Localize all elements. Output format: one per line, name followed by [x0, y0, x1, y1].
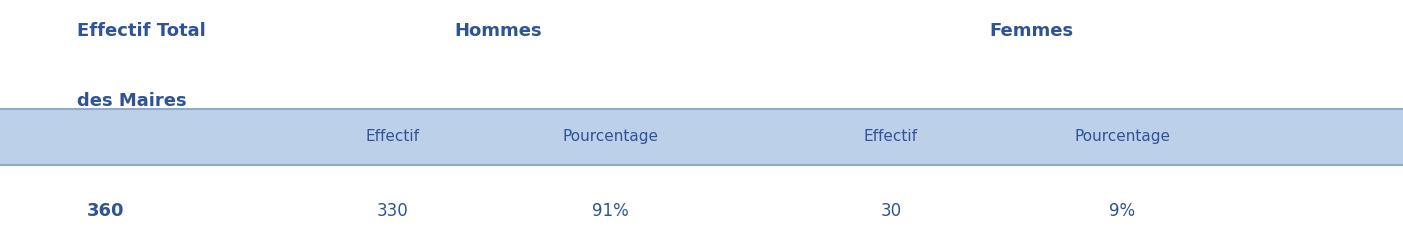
Text: 91%: 91%: [592, 202, 629, 219]
Text: 30: 30: [880, 202, 902, 219]
Text: 9%: 9%: [1110, 202, 1135, 219]
Text: Femmes: Femmes: [989, 22, 1073, 40]
Bar: [0, 109, 1403, 165]
Text: des Maires: des Maires: [77, 92, 187, 110]
Text: Pourcentage: Pourcentage: [1075, 129, 1170, 144]
Text: 330: 330: [377, 202, 408, 219]
Text: Effectif Total: Effectif Total: [77, 22, 206, 40]
Text: Pourcentage: Pourcentage: [563, 129, 658, 144]
Text: 360: 360: [87, 202, 123, 219]
Text: Effectif: Effectif: [864, 129, 918, 144]
Text: Hommes: Hommes: [455, 22, 542, 40]
Text: Effectif: Effectif: [366, 129, 419, 144]
